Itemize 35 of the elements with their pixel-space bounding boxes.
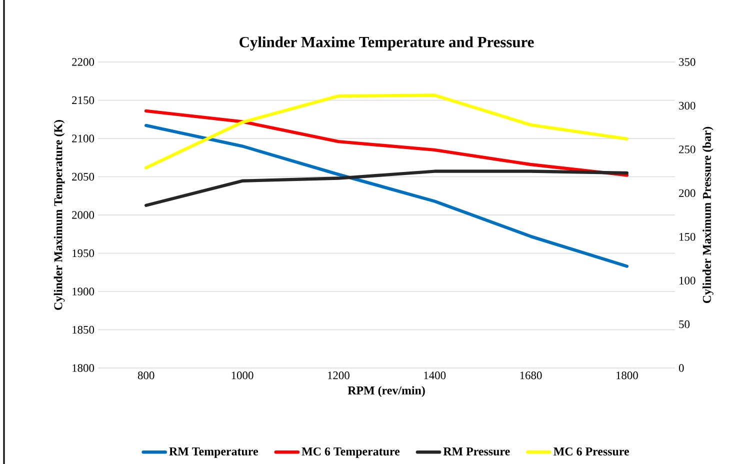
legend-label: RM Temperature [169, 447, 258, 458]
y-tick-label: 1900 [72, 288, 94, 296]
y2-tick-label: 100 [680, 276, 696, 284]
y2-tick-label: 200 [679, 189, 696, 198]
legend-label: MC 6 Pressure [554, 447, 630, 456]
y2-tick-label: 250 [679, 146, 696, 154]
y-tick-label: 2200 [72, 58, 94, 66]
y-tick-label: 2050 [72, 172, 94, 181]
legend-label: MC 6 Temperature [302, 447, 400, 458]
x-tick-label: 1800 [616, 372, 638, 380]
line-series [144, 109, 629, 177]
y-tick-label: 2100 [72, 134, 94, 142]
y-tick-label: 2000 [72, 211, 94, 219]
y-tick-label: 2150 [72, 96, 94, 104]
x-tick-label: 1000 [232, 372, 254, 380]
x-tick-label: 1400 [424, 372, 446, 380]
y2-tick-label: 350 [679, 58, 696, 66]
y-tick-label: 1950 [72, 249, 94, 258]
y2-tick-label: 0 [678, 364, 684, 372]
y2-tick-label: 300 [679, 102, 696, 110]
legend-label: RM Pressure [443, 447, 510, 456]
x-tick-label: 1680 [520, 372, 542, 380]
line-series [144, 124, 629, 268]
chart-title: Cylinder Maxime Temperature and Pressure [240, 36, 534, 50]
y2-axis-title: Cylinder Maximum Pressure (bar) [702, 126, 714, 304]
x-axis-title: RPM (rev/min) [348, 386, 425, 397]
x-tick-label: 1200 [328, 372, 350, 380]
y-axis-title: Cylinder Maximum Temperature (K) [54, 120, 65, 310]
y-tick-label: 1850 [72, 326, 94, 334]
y2-tick-label: 150 [680, 233, 696, 241]
x-tick-label: 800 [138, 372, 154, 380]
line-series [144, 94, 629, 170]
line-series [144, 170, 629, 207]
y-tick-label: 1800 [72, 364, 94, 372]
y2-tick-label: 50 [679, 320, 690, 328]
